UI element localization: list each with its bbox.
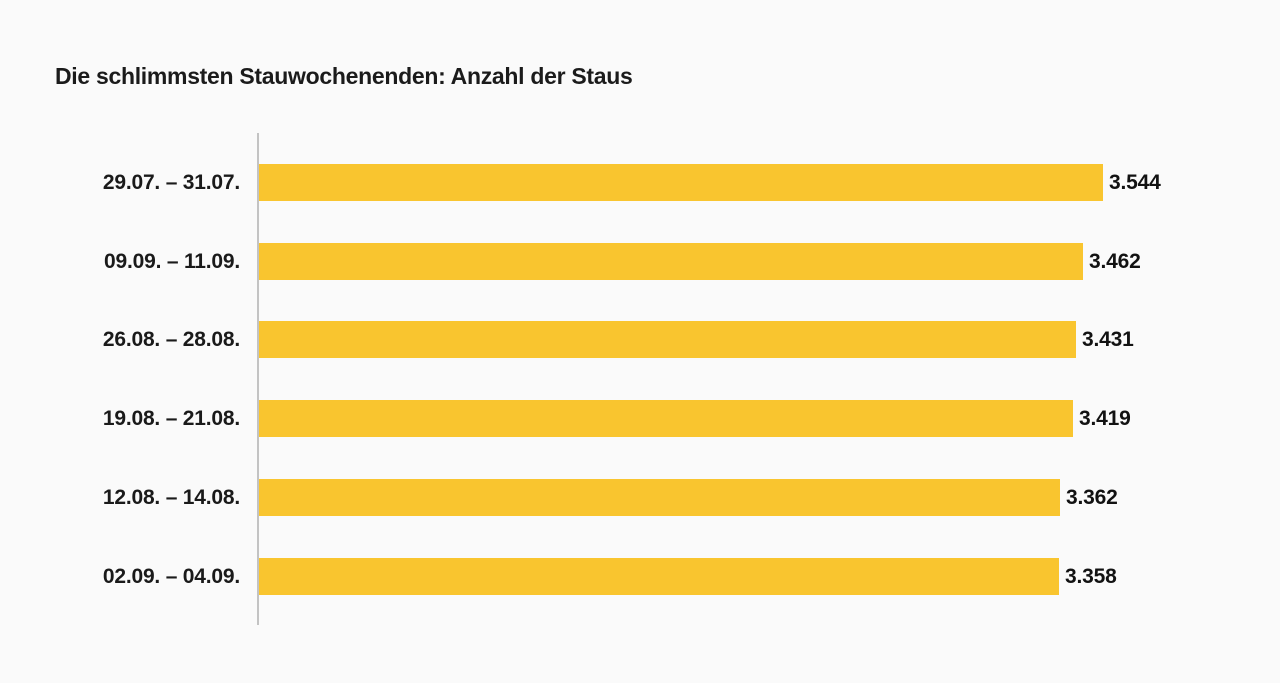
value-label: 3.462 bbox=[1089, 250, 1141, 273]
bar bbox=[259, 400, 1073, 437]
category-label: 26.08. – 28.08. bbox=[102, 328, 240, 351]
y-axis-line bbox=[257, 133, 259, 625]
bar-row: 19.08. – 21.08. 3.419 bbox=[0, 400, 1280, 437]
value-label: 3.431 bbox=[1082, 328, 1134, 351]
value-label: 3.419 bbox=[1079, 407, 1131, 430]
bar bbox=[259, 558, 1059, 595]
bar bbox=[259, 479, 1060, 516]
category-label: 19.08. – 21.08. bbox=[102, 407, 240, 430]
value-label: 3.358 bbox=[1065, 565, 1117, 588]
category-label: 02.09. – 04.09. bbox=[102, 565, 240, 588]
bar-row: 12.08. – 14.08. 3.362 bbox=[0, 479, 1280, 516]
value-label: 3.544 bbox=[1109, 171, 1161, 194]
bar bbox=[259, 243, 1083, 280]
category-label: 29.07. – 31.07. bbox=[102, 171, 240, 194]
bar-row: 26.08. – 28.08. 3.431 bbox=[0, 321, 1280, 358]
bar bbox=[259, 321, 1076, 358]
bar bbox=[259, 164, 1103, 201]
category-label: 09.09. – 11.09. bbox=[104, 250, 240, 273]
bar-row: 09.09. – 11.09. 3.462 bbox=[0, 243, 1280, 280]
bar-row: 29.07. – 31.07. 3.544 bbox=[0, 164, 1280, 201]
category-label: 12.08. – 14.08. bbox=[102, 486, 240, 509]
value-label: 3.362 bbox=[1066, 486, 1118, 509]
plot-area: 29.07. – 31.07. 3.544 09.09. – 11.09. 3.462… bbox=[0, 133, 1280, 625]
chart-title: Die schlimmsten Stauwochenenden: Anzahl … bbox=[55, 63, 633, 89]
bar-row: 02.09. – 04.09. 3.358 bbox=[0, 558, 1280, 595]
